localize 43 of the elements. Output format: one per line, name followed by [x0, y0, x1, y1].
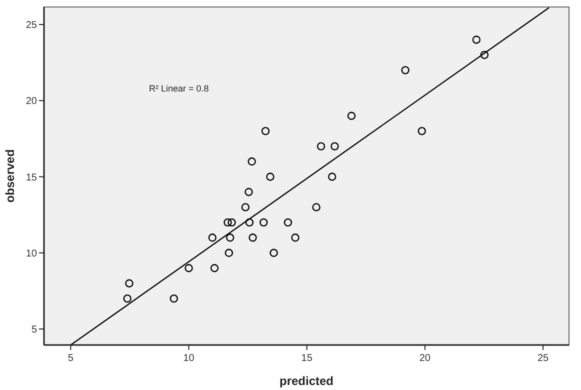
annotation: R² Linear = 0.8	[149, 84, 209, 94]
point	[224, 218, 232, 227]
point	[248, 157, 256, 166]
point	[210, 264, 219, 272]
x-tick-label: 5	[68, 353, 74, 364]
x-axis-title: predicted	[279, 374, 334, 388]
point	[208, 234, 216, 242]
x-tick-label: 20	[419, 353, 431, 364]
x-tick-label: 10	[183, 353, 195, 364]
point	[248, 234, 257, 242]
point	[401, 66, 410, 74]
point	[184, 264, 193, 272]
point	[284, 218, 292, 227]
point	[260, 218, 268, 227]
point	[123, 294, 132, 303]
point	[480, 50, 489, 60]
point	[472, 36, 481, 44]
x-tick-label: 25	[537, 353, 550, 364]
point	[291, 234, 300, 242]
point	[330, 142, 339, 150]
y-tick-label: 15	[26, 172, 38, 184]
y-tick-label: 5	[31, 324, 38, 336]
point	[270, 248, 278, 257]
point	[125, 279, 134, 288]
point	[245, 218, 254, 227]
point	[241, 203, 250, 212]
point	[261, 126, 270, 136]
point	[418, 126, 426, 136]
point	[328, 172, 336, 181]
y-tick-label: 10	[26, 248, 38, 260]
point	[244, 188, 253, 196]
point	[347, 112, 356, 120]
y-tick-label: 25	[26, 20, 38, 32]
y-tick-label: 20	[26, 96, 38, 108]
point	[224, 248, 234, 257]
point	[316, 142, 326, 150]
point	[228, 218, 236, 227]
y-axis-title: observed	[3, 149, 17, 203]
point	[170, 294, 178, 303]
point	[226, 234, 234, 242]
x-tick-label: 15	[301, 353, 313, 364]
point	[312, 203, 320, 212]
point	[266, 172, 274, 181]
